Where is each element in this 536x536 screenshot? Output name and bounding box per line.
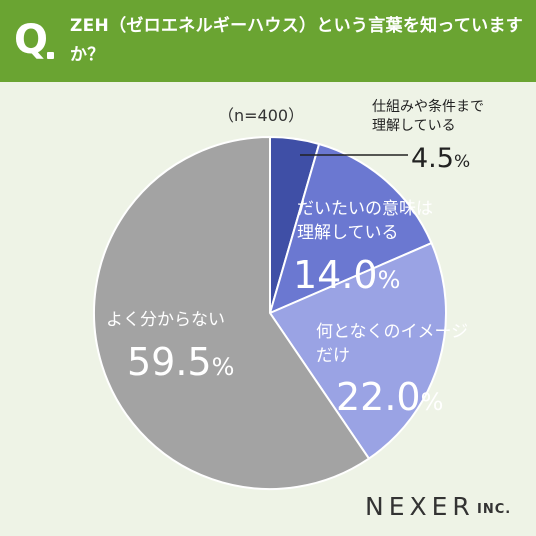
- label-roughly-understand: だいたいの意味は理解している: [297, 199, 433, 243]
- brand-logo: NEXER: [365, 492, 475, 521]
- label-vague-image: 何となくのイメージだけ: [316, 322, 468, 366]
- slice-vague-image: [268, 241, 447, 460]
- question-header: Q ZEH（ゼロエネルギーハウス）という言葉を知っていますか？: [0, 0, 536, 82]
- value-understand-mechanism: 4.5%: [411, 143, 470, 174]
- value-roughly-understand: 14.0%: [293, 253, 400, 297]
- brand-suffix: INC.: [477, 502, 512, 517]
- value-vague-image: 22.0%: [336, 375, 443, 419]
- sample-size: （n=400）: [218, 106, 305, 125]
- label-dont-know: よく分からない: [106, 310, 225, 330]
- question-mark: Q: [14, 17, 49, 63]
- question-dot: [47, 52, 54, 59]
- slice-dont-know: [93, 135, 371, 490]
- label-understand-mechanism: 仕組みや条件まで理解している: [372, 98, 484, 134]
- question-text: ZEH（ゼロエネルギーハウス）という言葉を知っていますか？: [70, 16, 524, 65]
- value-dont-know: 59.5%: [127, 340, 234, 384]
- slice-roughly-understand: [268, 142, 433, 315]
